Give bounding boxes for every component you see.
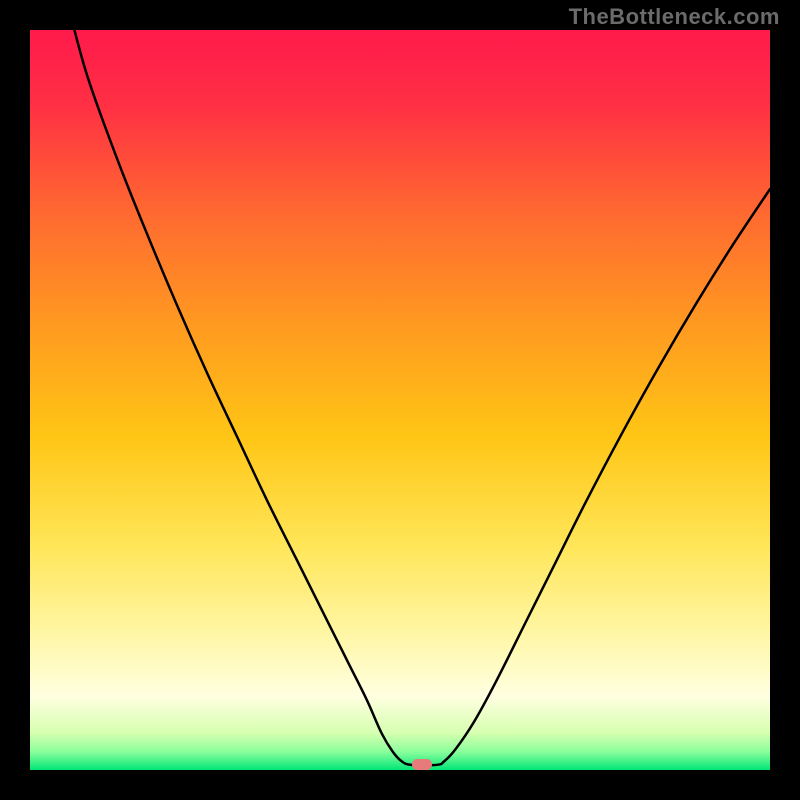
optimum-marker — [412, 759, 432, 770]
watermark-text: TheBottleneck.com — [569, 4, 780, 30]
gradient-background — [30, 30, 770, 770]
plot-area — [30, 30, 770, 770]
chart-frame: TheBottleneck.com — [0, 0, 800, 800]
plot-svg — [30, 30, 770, 770]
